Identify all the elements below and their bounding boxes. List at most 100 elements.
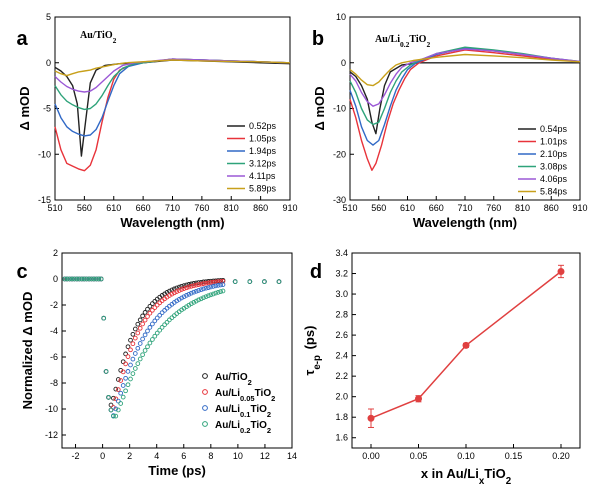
data-point [232,279,238,284]
data-point [123,388,128,394]
data-point [159,310,165,316]
data-point [191,283,197,289]
data-point [208,284,214,290]
x-tick-label: 12 [260,451,270,461]
series-line [349,53,581,87]
x-tick-label: 660 [429,203,444,213]
data-point [220,282,226,287]
label-fragment: 2 [267,426,271,435]
x-tick-label: 8 [208,451,213,461]
y-tick-label: 3.0 [335,289,348,299]
label-fragment: Au/Li [375,34,400,45]
data-point [128,376,133,382]
x-tick-label: -2 [72,451,80,461]
label-fragment: Au/Li [215,404,240,415]
data-point [101,315,107,321]
y-tick-label: 5 [46,12,51,22]
chart-panel-c: c -2 0 2 4 6 8 10 12 14 2 0 -2 -4 -6 -8 -10 -12 Time (ps) N… [16,248,297,478]
data-point [188,283,194,289]
x-tick-label: 760 [486,203,501,213]
x-tick-label: 0 [100,451,105,461]
data-point [179,287,184,292]
x-tick-label: 610 [400,203,415,213]
data-point [103,369,109,374]
data-point [203,285,209,291]
data-point [167,288,172,294]
legend-label: 1.01ps [540,137,568,147]
data-point [193,298,199,304]
data-point [210,291,216,297]
x-tick-label: 660 [136,203,151,213]
data-point [137,325,143,331]
data-point [120,383,126,388]
label-fragment: TiO [484,466,505,481]
data-point [130,341,136,347]
y-tick-label: -15 [38,195,51,205]
legend-label: 4.06ps [540,174,568,184]
data-point [145,314,150,319]
y-tick-label: -20 [333,149,346,159]
x-tick-label: 2 [127,451,132,461]
x-tick-label: 0.10 [457,451,475,461]
data-point [191,300,197,305]
label-fragment: 2 [113,36,117,45]
data-point [218,282,223,288]
y-axis-title: τe-p (ps) [302,326,323,376]
x-tick-label: 4 [154,451,159,461]
data-point [140,313,145,319]
y-axis-title: Normalized Δ mOD [20,292,35,410]
data-point [76,276,82,282]
data-point [89,276,94,282]
x-tick-label: 710 [457,203,472,213]
data-point [91,276,97,282]
data-point [210,284,216,289]
data-point [125,344,131,350]
data-point [196,282,201,287]
data-point [201,295,206,301]
data-point [150,337,155,342]
label-fragment: Au/TiO [80,30,113,41]
legend-label: 4.11ps [249,171,276,181]
data-point [218,289,223,294]
data-point [120,394,126,400]
x-tick-label: 510 [342,203,357,213]
data-point [154,302,160,308]
data-point [147,325,153,330]
legend-swatch [202,421,208,427]
y-tick-label: -10 [45,404,58,414]
data-point [79,276,85,282]
data-point [113,413,119,419]
label-fragment: (ps) [302,326,317,353]
data-point [152,305,158,310]
data-point [135,321,141,327]
legend-label: 5.89ps [249,184,277,194]
x-tick-label: 860 [253,203,268,213]
data-point [137,356,143,362]
data-point [145,306,150,312]
data-point [152,333,158,339]
data-point [196,297,201,303]
data-point [150,307,155,313]
series-line [54,58,291,93]
data-point [191,289,197,295]
legend-label: 3.12ps [249,159,277,169]
y-tick-label: 0 [46,58,51,68]
data-point [206,280,211,286]
data-point [193,282,199,288]
data-point [150,301,155,306]
data-point [215,290,221,295]
data-point [171,290,177,296]
data-point [128,347,133,353]
data-point [106,395,111,400]
data-point [247,279,253,284]
data-point [201,286,206,292]
data-point [213,290,219,296]
legend-swatch [202,373,208,379]
y-tick-label: -10 [38,149,51,159]
data-point [198,296,204,302]
y-tick-label: -8 [50,378,58,388]
x-tick-label: 710 [165,203,180,213]
data-point [181,286,187,291]
data-point [123,351,128,357]
